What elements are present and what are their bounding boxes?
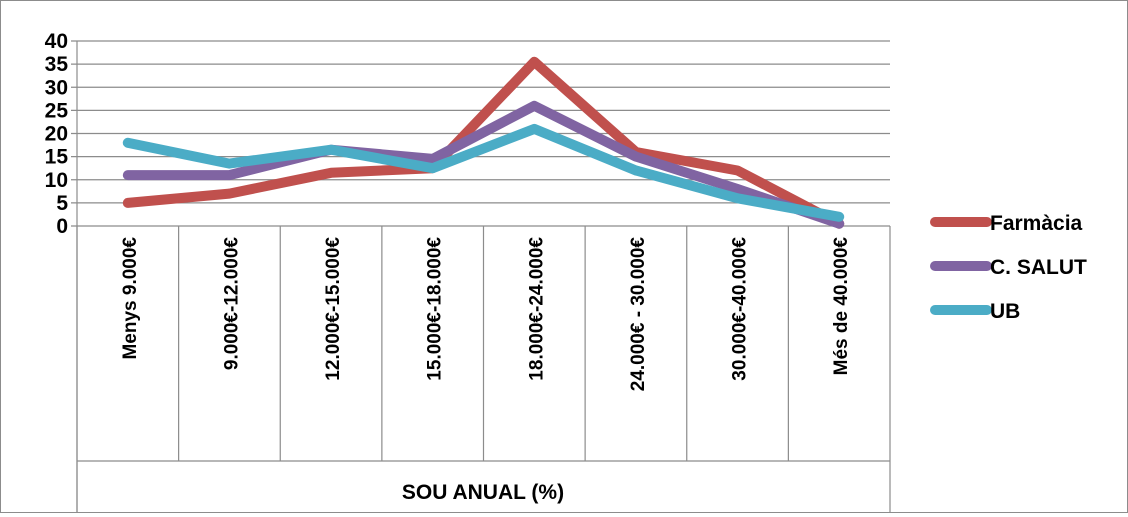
y-tick-label: 20	[45, 123, 68, 146]
x-category-label: 12.000€-15.000€	[323, 237, 344, 381]
legend: Farmàcia C. SALUT UB	[930, 212, 1087, 323]
x-axis-title: SOU ANUAL (%)	[402, 481, 564, 504]
series-lines	[122, 56, 845, 229]
legend-label: UB	[990, 300, 1020, 323]
series-line-2	[122, 123, 845, 222]
x-category-label: 30.000€-40.000€	[730, 237, 751, 381]
x-category-label: 15.000€-18.000€	[425, 237, 446, 381]
x-category-labels: Menys 9.000€ 9.000€-12.000€ 12.000€-15.000…	[120, 237, 852, 392]
y-tick-label: 30	[45, 76, 68, 99]
series-line-1	[122, 100, 845, 229]
x-category-label: 24.000€ - 30.000€	[628, 237, 649, 392]
y-tick-label: 15	[45, 146, 69, 169]
legend-label: Farmàcia	[990, 212, 1083, 235]
y-tick-label: 25	[45, 99, 69, 122]
x-category-label: 9.000€-12.000€	[221, 237, 242, 371]
x-category-label: Menys 9.000€	[120, 237, 141, 360]
y-tick-label: 40	[45, 30, 68, 53]
axes	[76, 41, 891, 512]
y-tick-label: 5	[56, 192, 68, 215]
legend-label: C. SALUT	[990, 256, 1087, 279]
x-category-label: 18.000€-24.000€	[526, 237, 547, 381]
y-tick-label: 10	[45, 169, 68, 192]
y-tick-label: 35	[45, 53, 69, 76]
y-tick-label: 0	[56, 215, 68, 238]
x-category-label: Més de 40.000€	[831, 237, 852, 376]
series-line-0	[122, 56, 845, 229]
